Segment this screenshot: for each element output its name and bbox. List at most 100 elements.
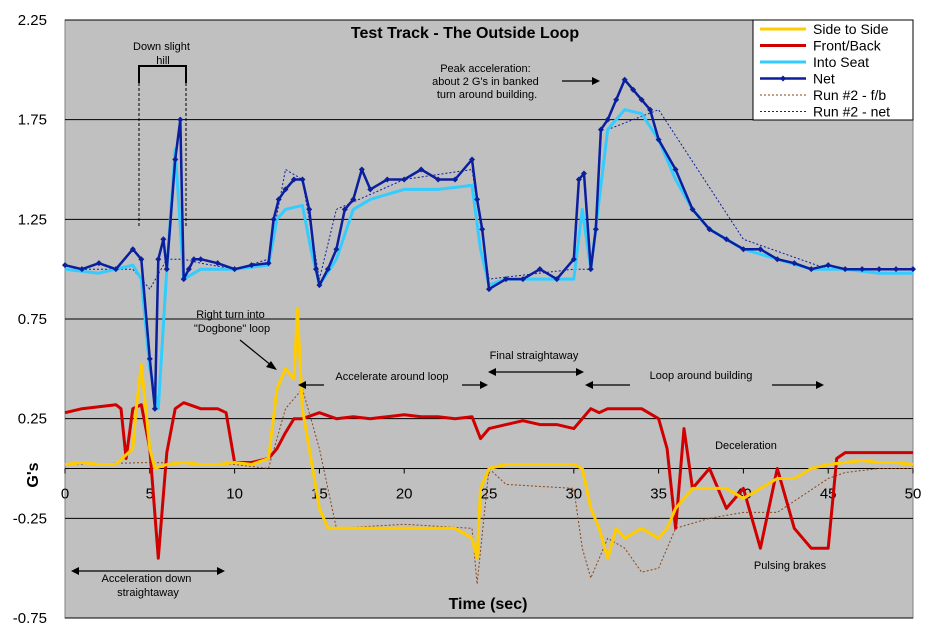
data-point: [367, 186, 374, 193]
annotation-final-arrowhead-right: [576, 368, 584, 376]
data-point: [151, 405, 158, 412]
series-line-net: [64, 78, 913, 410]
data-point: [265, 260, 272, 267]
data-point: [214, 260, 221, 267]
data-point: [575, 176, 582, 183]
annotation-acceleration-down-line1: Acceleration down: [102, 573, 192, 585]
data-point: [231, 266, 238, 273]
series-line-run-2-net: [65, 109, 913, 290]
series-net: [62, 76, 916, 412]
data-point: [757, 246, 764, 253]
series-side-to-side: [64, 307, 914, 560]
x-tick-label: 30: [565, 486, 582, 503]
data-point: [275, 196, 282, 203]
annotation-peak-line3: turn around building.: [437, 89, 537, 101]
data-point: [774, 256, 781, 263]
data-point: [479, 226, 486, 233]
annotation-down-slight-hill-line2: hill: [156, 55, 169, 67]
data-point: [452, 176, 459, 183]
data-point: [553, 276, 560, 283]
data-point: [597, 126, 604, 133]
annotation-building-arrowhead-right: [816, 381, 824, 389]
data-point: [859, 266, 866, 273]
data-point: [350, 196, 357, 203]
data-point: [570, 256, 577, 263]
annotation-acceleration-down-line2: straightaway: [117, 587, 179, 599]
annotation-acceleration-down: Acceleration down straightaway: [102, 573, 195, 599]
data-point: [163, 266, 170, 273]
data-point: [740, 246, 747, 253]
data-point: [876, 266, 883, 273]
x-axis-title: Time (sec): [449, 596, 528, 613]
data-point: [580, 170, 587, 177]
data-point: [160, 236, 167, 243]
annotation-right-turn-arrowhead: [266, 361, 277, 370]
x-tick-label: 5: [146, 486, 154, 503]
annotation-right-turn-line1: Right turn into: [196, 309, 264, 321]
data-point: [333, 246, 340, 253]
data-point: [706, 226, 713, 233]
annotation-deceleration: Deceleration: [715, 440, 777, 452]
legend-label: Front/Back: [813, 38, 882, 54]
data-point: [177, 116, 184, 123]
data-point: [62, 262, 68, 269]
annotation-building-arrowhead-left: [585, 381, 593, 389]
data-point: [384, 176, 391, 183]
legend-label: Side to Side: [813, 21, 889, 37]
data-point: [486, 286, 492, 293]
annotation-acceleration-arrowhead-left: [71, 567, 79, 575]
data-point: [655, 136, 662, 143]
data-point: [282, 186, 289, 193]
data-point: [638, 96, 645, 103]
data-point: [358, 166, 365, 173]
series-front-back: [64, 401, 913, 560]
annotation-accelerate-loop: Accelerate around loop: [335, 371, 448, 383]
data-point: [647, 106, 654, 113]
legend-label: Net: [813, 71, 835, 87]
annotation-accelerate-arrowhead-right: [480, 381, 488, 389]
data-point: [190, 256, 197, 263]
legend-label: Run #2 - f/b: [813, 87, 886, 103]
x-tick-label: 10: [226, 486, 243, 503]
annotation-accelerate-arrowhead-left: [298, 381, 306, 389]
annotation-peak-line1: Peak acceleration:: [440, 63, 531, 75]
annotation-loop-around-building: Loop around building: [650, 370, 753, 382]
data-point: [299, 176, 306, 183]
y-tick-label: 0.25: [18, 411, 47, 428]
annotation-down-slight-hill: Down slight hill: [133, 41, 193, 67]
series-run-2-net: [65, 109, 913, 290]
data-point: [689, 206, 696, 213]
gridlines: [65, 19, 913, 619]
annotation-final-straightaway: Final straightaway: [490, 350, 579, 362]
annotation-right-turn-line2: "Dogbone" loop: [194, 323, 270, 335]
annotation-hill-bracket: [138, 65, 187, 83]
series-layer: [62, 76, 916, 585]
data-point: [138, 256, 145, 263]
data-point: [197, 256, 204, 263]
x-axis-ticks: 0 5 10 15 20 25 30 35 40 45 50: [61, 468, 921, 503]
y-tick-label: 1.75: [18, 112, 47, 129]
legend-label: Into Seat: [813, 54, 869, 70]
x-tick-label: 35: [650, 486, 667, 503]
chart-title: Test Track - The Outside Loop: [351, 25, 579, 42]
data-point: [146, 355, 153, 362]
data-point: [808, 266, 815, 273]
data-point: [290, 176, 297, 183]
data-point: [842, 266, 849, 273]
annotations: Down slight hill Peak acceleration: abou…: [71, 41, 827, 599]
series-line-side-to-side: [64, 307, 914, 560]
data-point: [155, 256, 162, 263]
data-point: [791, 260, 798, 267]
data-point: [316, 282, 323, 289]
data-point: [341, 206, 348, 213]
series-line-front-back: [64, 401, 913, 560]
data-point: [519, 276, 526, 283]
annotation-peak-line2: about 2 G's in banked: [432, 76, 539, 88]
data-point: [313, 266, 320, 273]
data-point: [248, 262, 255, 269]
y-tick-label: -0.75: [13, 610, 47, 627]
series-line-run-2-f-b: [64, 388, 913, 585]
data-point: [180, 276, 187, 283]
